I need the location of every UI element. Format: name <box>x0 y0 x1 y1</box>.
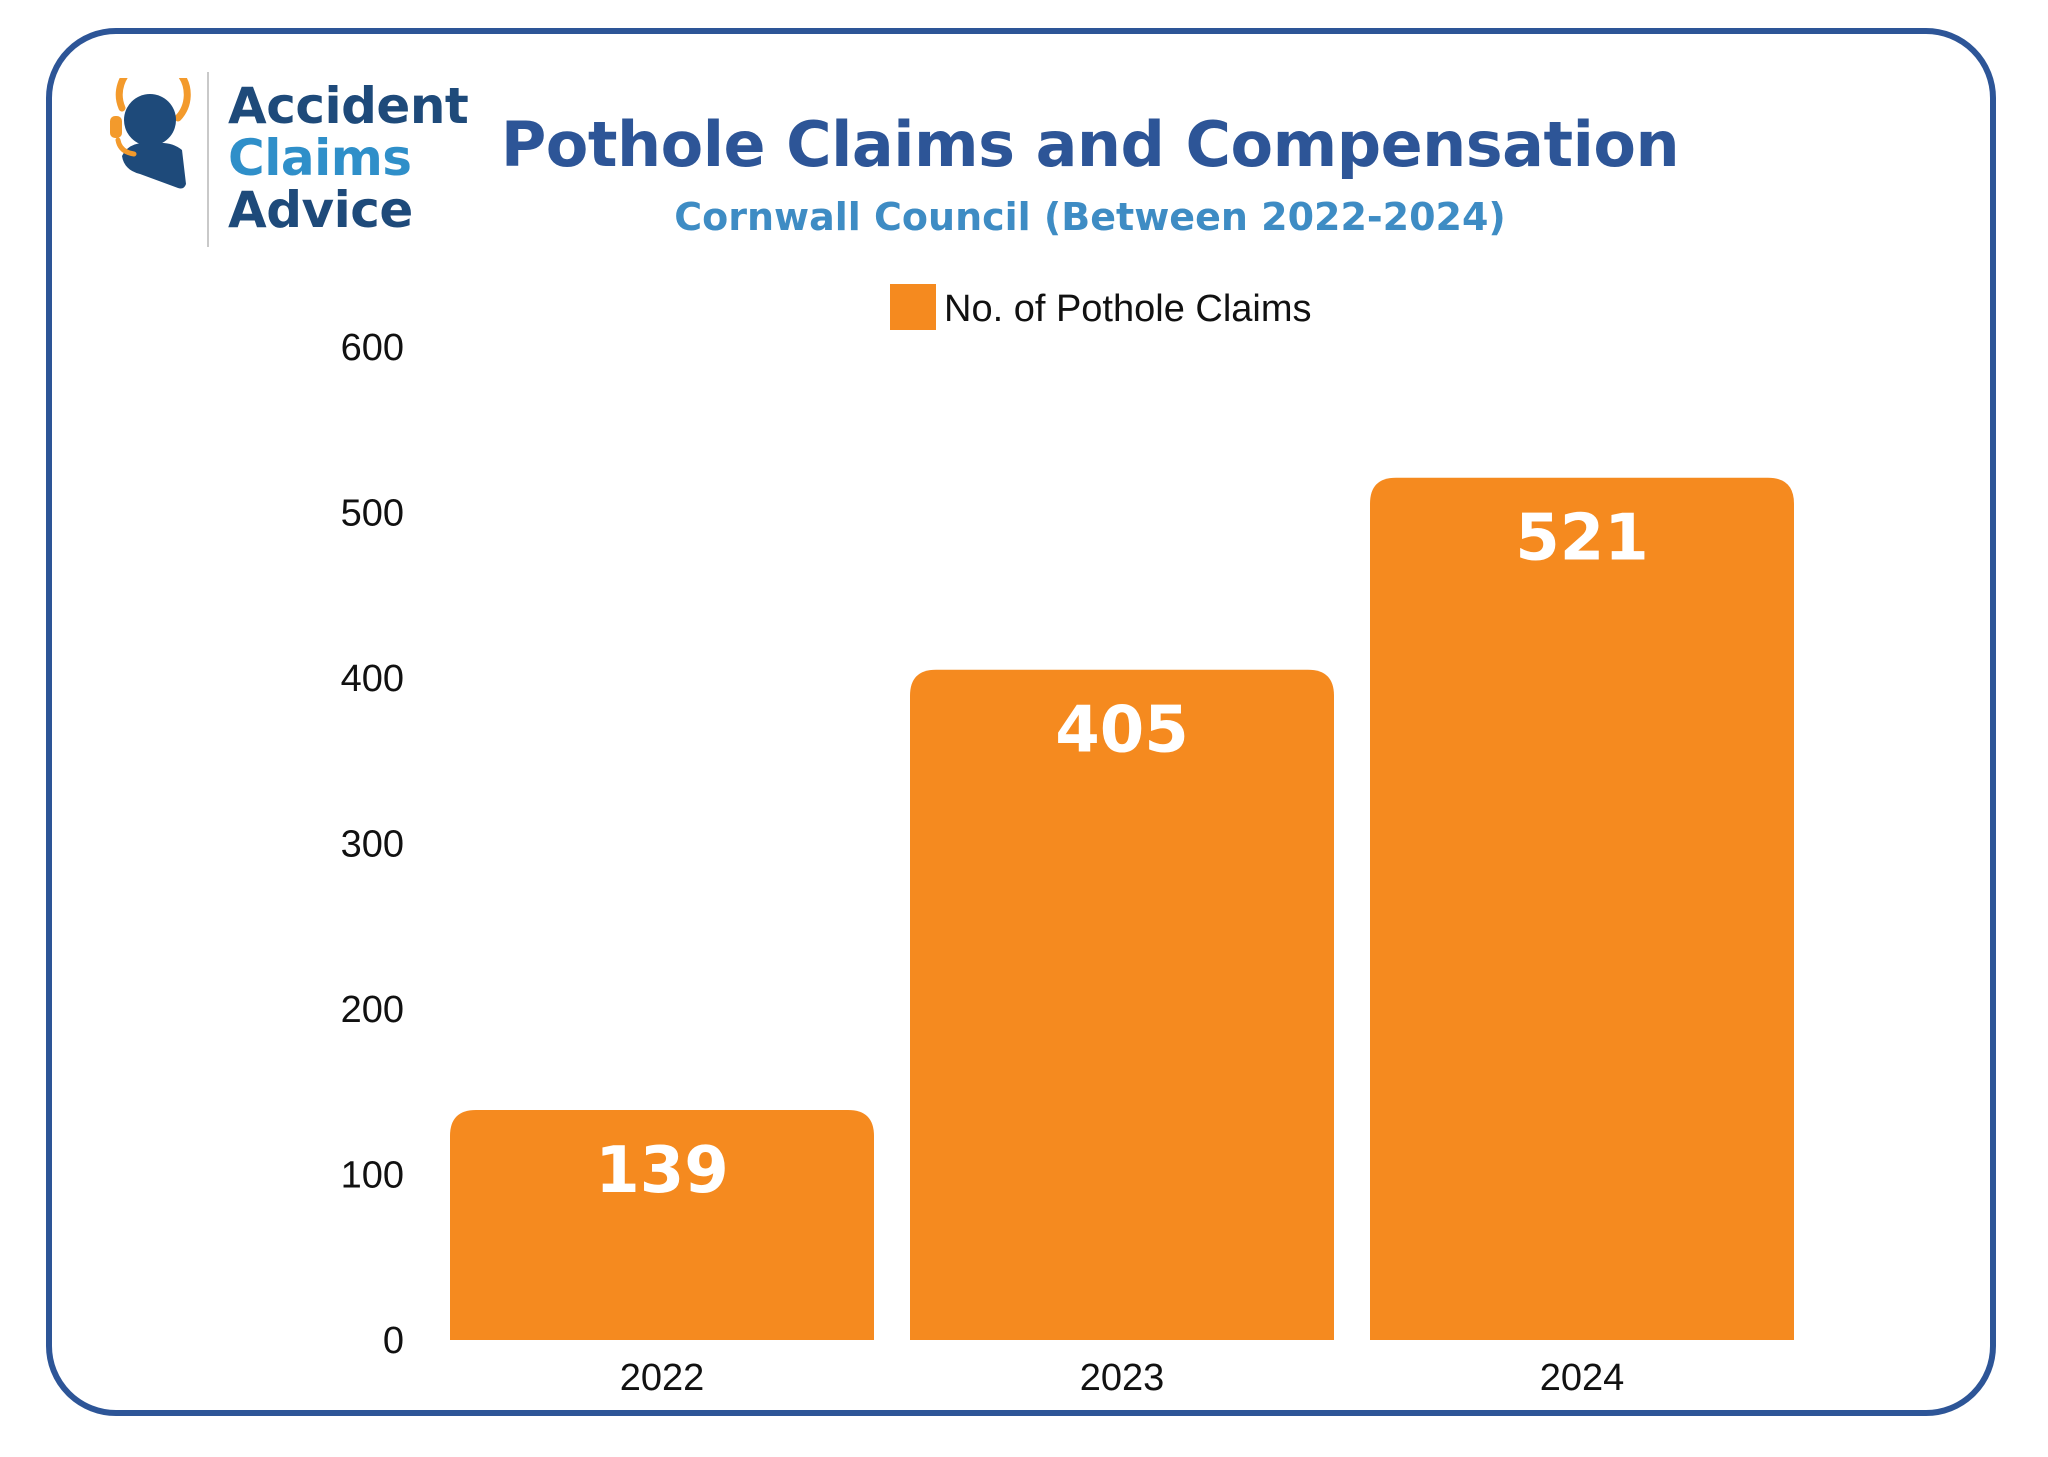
logo-icon <box>110 78 191 189</box>
y-tick-label: 600 <box>341 327 404 369</box>
chart-legend: No. of Pothole Claims <box>890 284 1312 330</box>
y-tick-label: 500 <box>341 493 404 535</box>
y-tick-label: 300 <box>341 824 404 866</box>
legend-swatch <box>890 284 936 330</box>
y-tick-label: 0 <box>383 1320 404 1362</box>
logo-word-claims: Claims <box>228 129 412 187</box>
bar-value-label: 521 <box>1515 502 1649 576</box>
x-tick-label: 2022 <box>620 1357 705 1399</box>
bar-2023 <box>910 669 1334 1340</box>
logo-word-accident: Accident <box>228 77 469 135</box>
logo-divider <box>207 72 209 247</box>
bar-2024 <box>1370 477 1794 1340</box>
bar-value-label: 139 <box>595 1134 729 1208</box>
x-tick-label: 2023 <box>1080 1357 1165 1399</box>
chart-subtitle: Cornwall Council (Between 2022-2024) <box>674 195 1506 239</box>
bar-2022 <box>450 1109 874 1340</box>
x-axis-ticks: 2022 2023 2024 <box>620 1357 1625 1399</box>
logo-word-advice: Advice <box>228 181 413 239</box>
legend-label: No. of Pothole Claims <box>944 288 1312 330</box>
y-tick-label: 200 <box>341 989 404 1031</box>
y-tick-label: 400 <box>341 658 404 700</box>
y-axis-ticks: 0 100 200 300 400 500 600 <box>341 327 404 1362</box>
x-tick-label: 2024 <box>1540 1357 1625 1399</box>
chart-title: Pothole Claims and Compensation <box>500 108 1680 181</box>
y-tick-label: 100 <box>341 1155 404 1197</box>
bars: 139 405 521 <box>450 477 1794 1340</box>
bar-value-label: 405 <box>1055 694 1189 768</box>
